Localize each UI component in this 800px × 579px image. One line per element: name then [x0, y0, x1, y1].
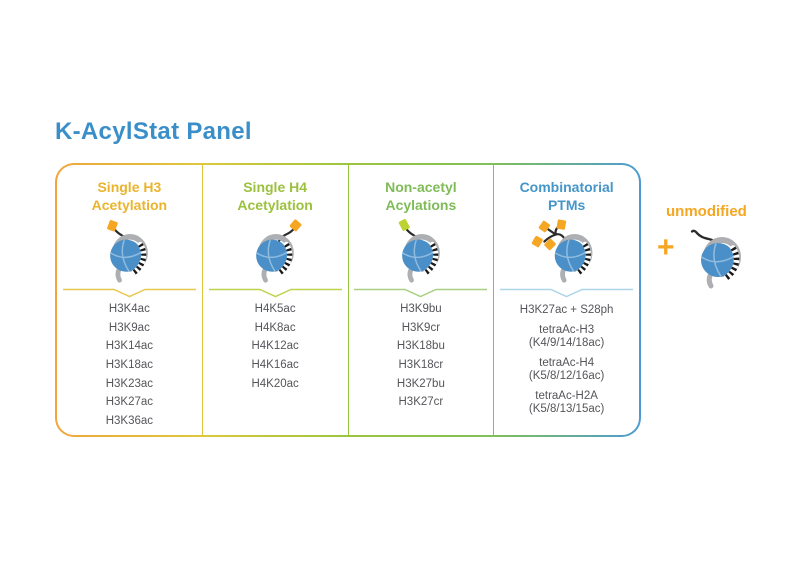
- list-item: H3K27bu: [396, 377, 445, 390]
- column-title: Combinatorial PTMs: [520, 178, 614, 214]
- modification-list: H4K5ac H4K8ac H4K12ac H4K16ac H4K20ac: [251, 303, 299, 397]
- icon-area: [679, 219, 749, 294]
- column-title-line2: PTMs: [547, 197, 586, 213]
- notch-divider: [354, 288, 488, 298]
- notch-divider: [208, 288, 342, 298]
- notch-divider: [62, 288, 196, 298]
- panel-border: Single H3 Acetylation H3K4ac H3K9ac H3K1…: [55, 163, 641, 437]
- list-item: tetraAc-H2A (K5/8/13/15ac): [520, 390, 614, 416]
- list-item: H4K20ac: [251, 377, 299, 390]
- list-item: H3K14ac: [105, 340, 154, 353]
- nucleosome-single-acetyl-h3-icon: [107, 220, 158, 284]
- list-item: H3K27ac: [105, 396, 154, 409]
- list-item: tetraAc-H3 (K4/9/14/18ac): [520, 324, 614, 350]
- list-item: H3K36ac: [105, 415, 154, 428]
- column-title-line1: Non-acetyl: [385, 179, 457, 195]
- column-title-line1: Single H4: [243, 179, 308, 195]
- list-item: H3K27cr: [398, 396, 444, 409]
- icon-area: [57, 216, 202, 286]
- entry-detail: (K4/9/14/18ac): [528, 337, 605, 349]
- modification-list: H3K27ac + S28ph tetraAc-H3 (K4/9/14/18ac…: [520, 304, 614, 423]
- acetyl-mark-icon: [556, 219, 566, 230]
- list-item: tetraAc-H4 (K5/8/12/16ac): [520, 357, 614, 383]
- nucleosome-acyl-icon: [398, 218, 450, 284]
- list-item: H4K5ac: [254, 303, 296, 315]
- list-item: H4K8ac: [254, 321, 296, 334]
- entry-name: tetraAc-H4: [539, 357, 595, 369]
- list-item: H3K27ac + S28ph: [520, 304, 614, 317]
- unmodified-label: unmodified: [666, 203, 747, 220]
- acetyl-mark-icon: [543, 238, 556, 251]
- list-item: H3K9cr: [401, 321, 441, 334]
- nucleosome-unmodified-icon: [690, 229, 749, 289]
- plus-sign: +: [657, 231, 675, 264]
- list-item: H3K18bu: [396, 340, 445, 353]
- column-non-acetyl-acylations: Non-acetyl Acylations H3K9bu H3K9cr H3K1…: [349, 165, 495, 435]
- list-item: H3K4ac: [108, 303, 150, 315]
- entry-name: tetraAc-H3: [539, 324, 595, 336]
- nucleosome-single-acetyl-h4-icon: [246, 219, 302, 284]
- column-combinatorial-ptms: Combinatorial PTMs: [494, 165, 639, 435]
- entry-name: tetraAc-H2A: [535, 390, 598, 402]
- entry-detail: (K5/8/13/15ac): [528, 403, 605, 415]
- list-item: H3K18ac: [105, 359, 154, 372]
- entry-detail: (K5/8/12/16ac): [528, 370, 605, 382]
- acetyl-mark-icon: [538, 220, 550, 233]
- list-item: H3K9bu: [400, 303, 442, 315]
- column-title-line1: Combinatorial: [519, 179, 614, 195]
- modification-list: H3K9bu H3K9cr H3K18bu H3K18cr H3K27bu H3…: [396, 303, 445, 416]
- acetyl-mark-icon: [107, 220, 119, 232]
- list-item: H4K16ac: [251, 359, 299, 372]
- acyl-mark-icon: [398, 218, 410, 231]
- list-item: H3K23ac: [105, 377, 154, 390]
- column-title: Single H4 Acetylation: [237, 178, 312, 214]
- icon-area: [203, 216, 348, 286]
- panel: Single H3 Acetylation H3K4ac H3K9ac H3K1…: [57, 165, 639, 435]
- entry-name: H3K27ac + S28ph: [519, 304, 614, 316]
- column-title-line2: Acetylation: [237, 197, 313, 213]
- acetyl-mark-icon: [289, 219, 302, 232]
- page-title: K-AcylStat Panel: [55, 118, 252, 145]
- nucleosome-combinatorial-icon: [531, 219, 603, 284]
- list-item: H4K12ac: [251, 340, 299, 353]
- column-title-line1: Single H3: [97, 179, 162, 195]
- notch-divider: [500, 288, 634, 298]
- list-item: H3K18cr: [398, 359, 444, 372]
- list-item: H3K9ac: [108, 321, 150, 334]
- column-title: Single H3 Acetylation: [92, 178, 167, 214]
- acetyl-mark-icon: [531, 235, 543, 248]
- modification-list: H3K4ac H3K9ac H3K14ac H3K18ac H3K23ac H3…: [105, 303, 154, 435]
- icon-area: [349, 216, 494, 286]
- icon-area: [494, 216, 639, 286]
- column-single-h3-acetylation: Single H3 Acetylation H3K4ac H3K9ac H3K1…: [57, 165, 203, 435]
- column-title-line2: Acetylation: [91, 197, 168, 213]
- column-title-line2: Acylations: [385, 197, 457, 213]
- column-single-h4-acetylation: Single H4 Acetylation H4K5ac H4K8ac H4K1…: [203, 165, 349, 435]
- column-title: Non-acetyl Acylations: [385, 178, 457, 214]
